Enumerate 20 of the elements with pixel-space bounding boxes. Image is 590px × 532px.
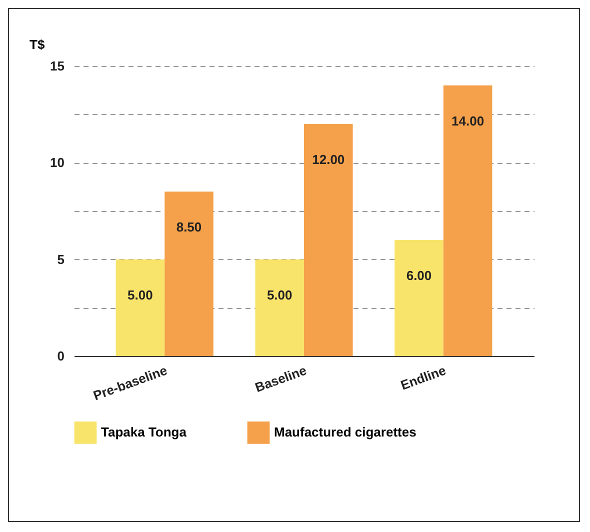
bar xyxy=(116,259,165,356)
bar xyxy=(443,85,492,356)
data-label: 5.00 xyxy=(128,287,153,302)
x-tick-label: Endline xyxy=(398,362,448,393)
y-tick-label: 0 xyxy=(57,348,64,364)
y-tick-label: 15 xyxy=(50,58,64,74)
data-label: 12.00 xyxy=(312,152,345,167)
bar xyxy=(304,124,353,356)
y-tick-label: 10 xyxy=(50,155,64,170)
y-axis-title: T$ xyxy=(30,37,46,52)
data-label: 6.00 xyxy=(406,268,432,283)
data-label: 14.00 xyxy=(452,113,484,128)
bar xyxy=(394,240,444,356)
legend-label: Tapaka Tonga xyxy=(101,424,188,440)
y-tick-label: 5 xyxy=(57,252,64,267)
data-label: 8.50 xyxy=(176,220,202,235)
legend-label: Maufactured cigarettes xyxy=(274,424,416,440)
bar xyxy=(255,259,304,356)
data-label: 5.00 xyxy=(266,287,292,302)
bar xyxy=(164,192,214,356)
